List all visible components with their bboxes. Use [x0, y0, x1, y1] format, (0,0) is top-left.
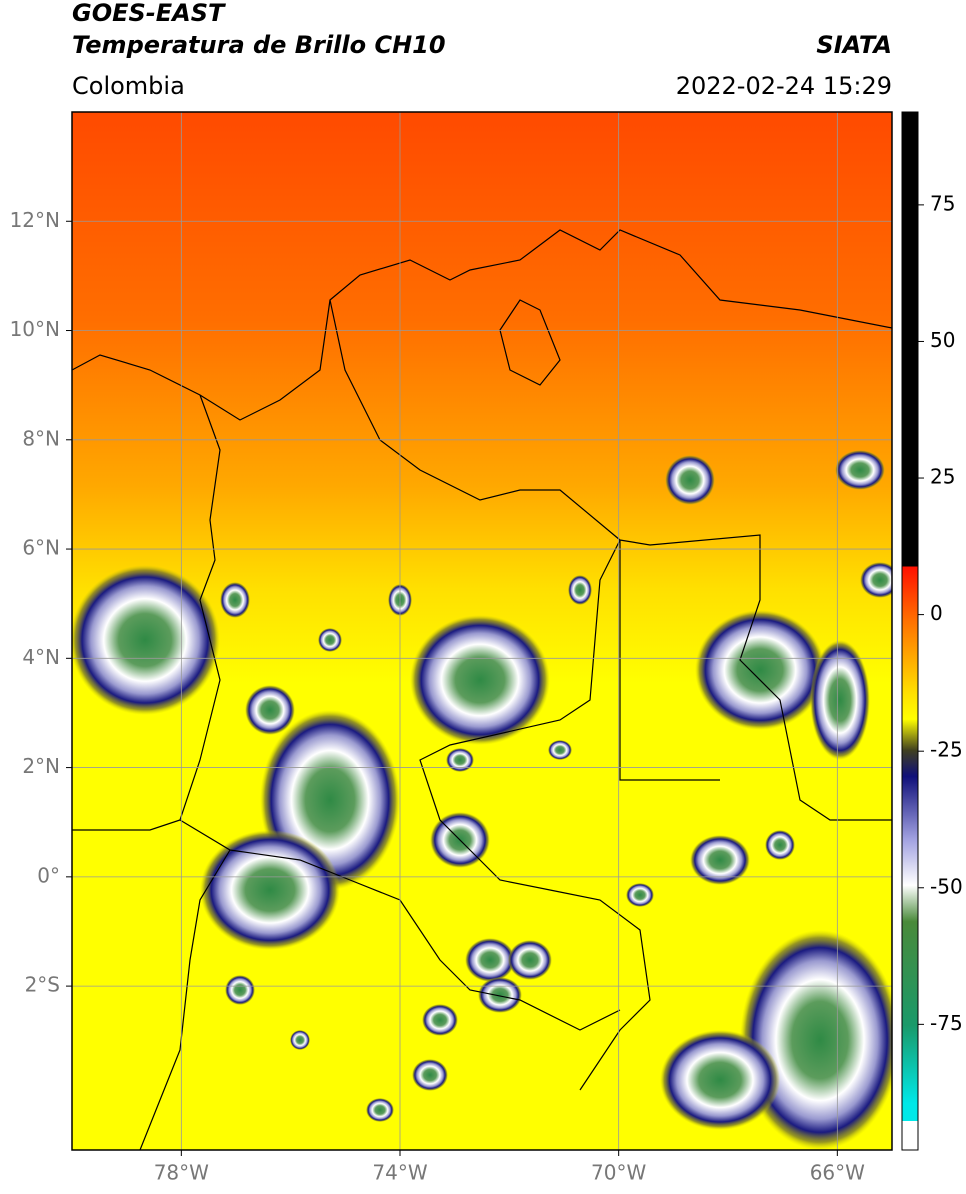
cloud [422, 1004, 458, 1036]
cloud [665, 455, 715, 505]
cloud [690, 835, 750, 885]
subtitle: Temperatura de Brillo CH10 [72, 31, 446, 59]
region: Colombia [72, 72, 185, 100]
lat-tick-label: 12°N [10, 208, 60, 232]
cloud [200, 830, 340, 950]
cloud [508, 940, 552, 980]
grid [72, 112, 892, 1150]
cloud [835, 450, 885, 490]
cloud [765, 830, 795, 860]
cloud [568, 575, 592, 605]
cloud [695, 610, 825, 730]
cloud [220, 582, 250, 618]
lon-tick-label: 66°W [810, 1161, 865, 1185]
cloud [318, 628, 342, 652]
cloud [290, 1030, 310, 1050]
timestamp: 2022-02-24 15:29 [676, 72, 892, 100]
axes: 78°W 74°W 70°W 66°W 12°N 10°N 8°N 6°N 4°N 2°N 0° 2°… [10, 191, 963, 1184]
colorbar-tick-label: 0 [930, 601, 943, 625]
cloud [626, 883, 654, 907]
cloud [740, 930, 892, 1150]
source: SIATA [816, 31, 892, 59]
clouds [72, 450, 892, 1150]
cloud [366, 1098, 394, 1122]
colorbar-tick-label: -75 [930, 1011, 963, 1035]
lat-tick-label: 8°N [22, 426, 60, 450]
cloud [465, 938, 515, 982]
lat-tick-label: 10°N [10, 317, 60, 341]
lon-tick-label: 70°W [591, 1161, 646, 1185]
colorbar-tick-label: 25 [930, 465, 955, 489]
lat-tick-label: 6°N [22, 536, 60, 560]
cloud [410, 615, 550, 745]
cloud [72, 565, 220, 715]
colorbar-tick-label: 50 [930, 328, 955, 352]
cloud [810, 640, 870, 760]
cloud [446, 748, 474, 772]
cloud [860, 562, 892, 598]
lon-tick-label: 78°W [154, 1161, 209, 1185]
cloud [660, 1030, 780, 1130]
colorbar-tick-label: -25 [930, 738, 963, 762]
title: GOES-EAST [72, 0, 226, 27]
borders [72, 229, 892, 1150]
lat-tick-label: 0° [37, 863, 60, 887]
colorbar [901, 111, 919, 1151]
colorbar-tick-label: 75 [930, 191, 955, 215]
lat-tick-label: 4°N [22, 645, 60, 669]
map-frame [71, 111, 893, 1151]
colorbar-tick-label: -50 [930, 874, 963, 898]
cloud [548, 740, 572, 760]
map-image [72, 112, 892, 1150]
lat-tick-label: 2°S [25, 973, 60, 997]
cloud [225, 975, 255, 1005]
lon-tick-label: 74°W [372, 1161, 427, 1185]
cloud [245, 685, 295, 735]
lat-tick-label: 2°N [22, 754, 60, 778]
cloud [412, 1059, 448, 1091]
cloud [478, 977, 522, 1013]
